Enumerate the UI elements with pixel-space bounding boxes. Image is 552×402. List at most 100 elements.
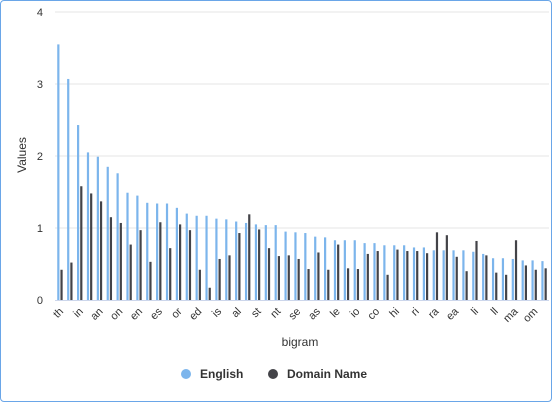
legend[interactable]: English Domain Name [181,367,367,381]
bar-domain-name-th[interactable] [60,269,63,300]
bar-domain-name-ea[interactable] [455,256,458,300]
bar-english-be[interactable] [501,258,505,300]
bar-domain-name-co2[interactable] [376,251,379,300]
bar-domain-name-om[interactable] [534,269,537,300]
bar-english-al[interactable] [235,221,238,300]
bar-domain-name-or[interactable] [179,224,182,300]
bar-domain-name-st[interactable] [258,229,261,300]
bar-domain-name-me[interactable] [386,274,389,300]
bar-domain-name-an[interactable] [99,201,103,300]
bar-domain-name-ou[interactable] [327,269,330,300]
bar-domain-name-ti[interactable] [169,248,172,300]
bar-domain-name-hi[interactable] [396,249,399,300]
bar-domain-name-ma[interactable] [514,240,518,300]
bar-english-th[interactable] [57,44,60,301]
bar-english-at[interactable] [126,192,129,300]
bar-domain-name-ce[interactable] [485,255,488,300]
bar-domain-name-es[interactable] [159,222,162,300]
bar-english-of[interactable] [205,215,208,300]
bar-english-to[interactable] [264,225,267,300]
bar-english-co2[interactable] [373,243,376,300]
bar-english-ra[interactable] [432,250,435,300]
bar-english-st[interactable] [254,224,258,300]
bar-domain-name-to[interactable] [267,248,271,300]
bar-domain-name-al[interactable] [238,233,241,300]
bar-domain-name-si[interactable] [524,265,527,300]
bar-english-ng[interactable] [284,231,287,300]
legend-item-english[interactable]: English [181,367,243,381]
legend-item-domain-name[interactable]: Domain Name [268,367,367,381]
bar-domain-name-as[interactable] [317,252,320,300]
bar-domain-name-of[interactable] [208,287,211,300]
bar-domain-name-io[interactable] [356,269,360,300]
bar-english-ed[interactable] [195,215,198,300]
bar-english-co[interactable] [363,243,366,300]
bar-english-le[interactable] [333,240,337,300]
bar-english-ro[interactable] [422,247,425,300]
bar-english-er[interactable] [86,152,90,300]
bar-english-ic[interactable] [442,250,445,300]
bar-english-ur[interactable] [541,261,544,300]
bar-domain-name-ic[interactable] [445,235,448,300]
bar-english-me[interactable] [383,245,386,300]
bar-english-ri[interactable] [412,247,416,300]
bar-domain-name-nd[interactable] [149,261,152,300]
bar-english-ce[interactable] [482,253,485,300]
bar-domain-name-le[interactable] [337,244,340,300]
bar-domain-name-er[interactable] [90,193,93,300]
bar-english-is[interactable] [215,218,218,300]
bar-english-nd[interactable] [146,202,149,300]
bar-domain-name-ve[interactable] [346,268,350,300]
bar-english-io[interactable] [353,240,356,300]
bar-english-an[interactable] [96,156,99,300]
bar-english-ti[interactable] [165,203,169,300]
bar-domain-name-ri[interactable] [416,251,419,300]
bar-english-it[interactable] [225,219,228,300]
bar-english-en[interactable] [136,195,139,300]
bar-english-ma[interactable] [511,258,514,300]
bar-english-se[interactable] [294,232,297,300]
bar-domain-name-ng[interactable] [287,255,290,300]
bar-english-si[interactable] [521,260,524,300]
bar-domain-name-ur[interactable] [544,268,547,300]
bar-english-re[interactable] [106,166,109,300]
bar-english-om[interactable] [531,260,534,300]
bar-domain-name-ar[interactable] [248,214,251,300]
bar-domain-name-at[interactable] [129,244,132,300]
bar-domain-name-re[interactable] [109,217,113,300]
bar-english-ha[interactable] [304,233,307,300]
bar-english-es[interactable] [156,203,159,300]
bar-english-ea[interactable] [452,250,455,300]
bar-domain-name-in[interactable] [80,186,83,300]
bar-domain-name-ro[interactable] [426,253,429,300]
bar-english-hi[interactable] [393,245,396,300]
bar-domain-name-he[interactable] [70,262,73,300]
bar-english-or[interactable] [175,207,178,300]
bar-domain-name-be[interactable] [505,274,508,300]
bar-english-ll[interactable] [491,258,495,300]
bar-domain-name-ed[interactable] [198,269,201,300]
bar-domain-name-ne[interactable] [465,271,468,300]
bar-english-li[interactable] [472,251,475,300]
bar-domain-name-on[interactable] [119,222,122,300]
bar-english-de[interactable] [403,245,406,300]
bar-domain-name-de[interactable] [406,251,409,300]
bar-domain-name-ll[interactable] [495,272,498,300]
bar-domain-name-nt[interactable] [277,256,280,300]
bar-domain-name-se[interactable] [297,258,300,300]
bar-domain-name-is[interactable] [218,258,221,300]
bar-domain-name-li[interactable] [475,240,478,300]
bar-domain-name-en[interactable] [139,230,142,300]
bar-english-in[interactable] [77,125,80,300]
bar-english-ne[interactable] [462,250,465,300]
bar-domain-name-it[interactable] [228,255,231,300]
bar-english-te[interactable] [185,213,188,300]
bar-domain-name-ra[interactable] [435,232,439,300]
bar-domain-name-ha[interactable] [307,269,310,300]
bar-english-ou[interactable] [324,237,327,300]
bar-english-on[interactable] [116,173,119,300]
bar-english-as[interactable] [314,236,317,300]
bar-english-nt[interactable] [274,225,277,300]
bar-domain-name-co[interactable] [366,253,369,300]
bar-english-ar[interactable] [244,222,248,300]
